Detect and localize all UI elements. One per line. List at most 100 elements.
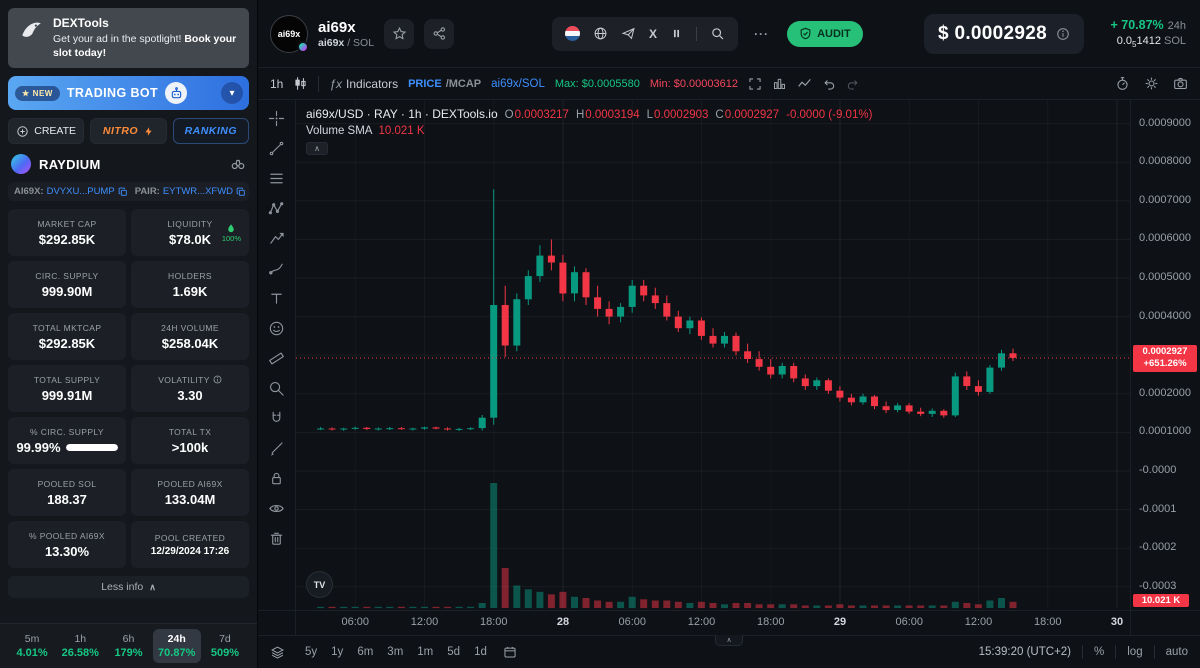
stat-value: 999.91M <box>41 387 93 403</box>
search-icon[interactable] <box>710 26 725 41</box>
object-tree-button[interactable] <box>270 645 285 660</box>
pct-circ-supply-value: 99.99% <box>16 439 61 455</box>
collapse-panel-tab[interactable]: ∧ <box>715 635 743 646</box>
website-icon[interactable] <box>593 26 608 41</box>
copy-icon[interactable] <box>118 187 128 197</box>
stat-pooled-ai69x: POOLED AI69X 133.04M <box>131 469 249 517</box>
stat-label: POOLED SOL <box>37 478 97 489</box>
tool-forecast-icon[interactable] <box>262 224 292 253</box>
favorite-button[interactable] <box>384 18 415 49</box>
range-6m[interactable]: 6m <box>350 643 380 661</box>
percent-scale-button[interactable]: % <box>1094 646 1105 658</box>
chart-plot[interactable]: ai69x/USD · RAY · 1h · DEXTools.io O0.00… <box>296 100 1130 610</box>
price-axis[interactable]: 0.0002927 +651.26% 10.021 K 0.0009000 0.0… <box>1130 100 1200 610</box>
tool-eye-icon[interactable] <box>262 494 292 523</box>
legend-collapse-button[interactable]: ∧ <box>306 142 328 155</box>
candle-style-button[interactable] <box>293 76 308 91</box>
alerts-button[interactable] <box>1115 76 1130 91</box>
range-1m[interactable]: 1m <box>410 643 440 661</box>
chevron-down-icon[interactable]: ▾ <box>221 82 243 105</box>
settings-button[interactable] <box>1144 76 1159 91</box>
tradingview-logo[interactable]: TV <box>306 571 333 598</box>
perf-1h[interactable]: 1h 26.58% <box>56 629 104 663</box>
more-options-button[interactable]: ··· <box>754 26 770 41</box>
time-axis-label: 12:00 <box>687 616 716 628</box>
pause-icon[interactable] <box>670 27 683 40</box>
tool-text-icon[interactable] <box>262 284 292 313</box>
ranking-button[interactable]: RANKING <box>172 118 249 145</box>
trading-bot-button[interactable]: ★ NEW TRADING BOT ▾ <box>8 76 249 111</box>
price-sol-row: 0.051412 SOL <box>1117 35 1186 49</box>
ohlc-close: C0.0002927 <box>715 109 780 121</box>
divider <box>1082 645 1084 659</box>
exchange-name[interactable]: RAYDIUM <box>39 156 101 172</box>
info-icon[interactable] <box>1056 27 1070 41</box>
liquidity-lock-pct: 100% <box>221 233 241 243</box>
audit-label: AUDIT <box>817 27 851 40</box>
pair-toggle[interactable]: ai69x/SOL <box>491 77 545 90</box>
range-1y[interactable]: 1y <box>324 643 350 661</box>
info-icon[interactable] <box>213 375 222 384</box>
audit-button[interactable]: AUDIT <box>787 20 863 47</box>
redo-icon <box>847 79 858 90</box>
pair-address-link[interactable]: EYTWR...XFWD <box>162 186 234 198</box>
x-twitter-icon[interactable]: X <box>649 26 658 41</box>
indicators-label: Indicators <box>346 76 399 91</box>
less-info-toggle[interactable]: Less info ∧ <box>8 576 249 599</box>
tool-crosshair-icon[interactable] <box>262 104 292 133</box>
min-price-label: Min: $0.00003612 <box>649 77 738 90</box>
time-axis-label: 06:00 <box>895 616 924 628</box>
log-scale-button[interactable]: log <box>1127 646 1143 658</box>
country-flag-icon[interactable] <box>565 26 581 41</box>
token-address-link[interactable]: DVYXU...PUMP <box>46 186 115 198</box>
stat-total-mktcap: TOTAL MKTCAP $292.85K <box>8 313 126 361</box>
range-5y[interactable]: 5y <box>298 643 324 661</box>
timeframe-button[interactable]: 1h <box>270 76 284 91</box>
time-axis[interactable]: 06:00 12:00 18:00 28 06:00 12:00 18:00 29 06:00 1… <box>296 611 1130 635</box>
redo-button[interactable] <box>846 77 860 91</box>
perf-6h[interactable]: 6h 179% <box>104 629 152 663</box>
tool-fib-retracement-icon[interactable] <box>262 164 292 193</box>
range-3m[interactable]: 3m <box>380 643 410 661</box>
copy-icon[interactable] <box>236 187 246 197</box>
price-mcap-toggle[interactable]: PRICE/MCAP <box>408 78 481 90</box>
tool-emoji-icon[interactable] <box>262 314 292 343</box>
stat-holders: HOLDERS 1.69K <box>131 261 249 309</box>
tool-brush-icon[interactable] <box>262 254 292 283</box>
price-box: $ 0.0002928 <box>924 13 1084 54</box>
ad-banner[interactable]: DEXTools Get your ad in the spotlight! B… <box>8 8 249 69</box>
compare-button[interactable] <box>797 76 812 91</box>
fullscreen-button[interactable] <box>748 77 762 91</box>
nitro-button[interactable]: NITRO <box>90 118 167 145</box>
range-1d[interactable]: 1d <box>467 643 494 661</box>
tool-remove-icon[interactable] <box>262 524 292 553</box>
undo-button[interactable] <box>822 77 836 91</box>
create-button[interactable]: CREATE <box>8 118 85 145</box>
chart-body: ai69x/USD · RAY · 1h · DEXTools.io O0.00… <box>258 100 1200 610</box>
auto-scale-button[interactable]: auto <box>1165 646 1188 658</box>
range-5d[interactable]: 5d <box>440 643 467 661</box>
tool-lock-icon[interactable] <box>262 464 292 493</box>
tool-measure-icon[interactable] <box>262 344 292 373</box>
tool-trend-line-icon[interactable] <box>262 134 292 163</box>
liquidity-lock-badge: 100% <box>222 223 241 243</box>
snapshot-button[interactable] <box>1173 76 1188 91</box>
tool-zoom-icon[interactable] <box>262 374 292 403</box>
share-button[interactable] <box>424 18 455 49</box>
tool-magnet-icon[interactable] <box>262 404 292 433</box>
candlestick-chart[interactable] <box>296 100 1130 610</box>
tool-xabcd-pattern-icon[interactable] <box>262 194 292 223</box>
stat-volatility: VOLATILITY 3.30 <box>131 365 249 413</box>
perf-5m[interactable]: 5m 4.01% <box>8 629 56 663</box>
perf-24h[interactable]: 24h 70.87% <box>152 629 201 663</box>
clock-timezone-button[interactable]: 15:39:20 (UTC+2) <box>978 646 1072 658</box>
price-axis-label: 0.0009000 <box>1139 116 1191 129</box>
indicators-button[interactable]: ƒx Indicators <box>329 77 398 91</box>
tool-draw-icon[interactable] <box>262 434 292 463</box>
binoculars-icon[interactable] <box>230 156 246 172</box>
token-logo: ai69x <box>270 14 309 53</box>
volume-profile-button[interactable] <box>772 76 787 91</box>
telegram-icon[interactable] <box>621 26 636 41</box>
go-to-date-button[interactable] <box>503 645 517 659</box>
perf-7d[interactable]: 7d 509% <box>201 629 249 663</box>
